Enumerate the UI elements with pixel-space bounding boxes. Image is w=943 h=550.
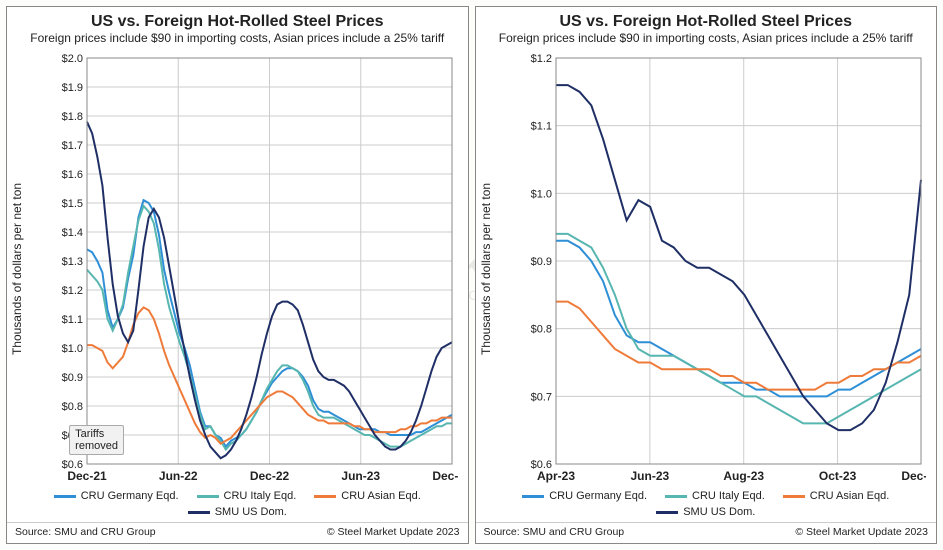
legend-label: CRU Italy Eqd. <box>224 490 297 502</box>
legend-swatch <box>522 495 544 498</box>
left-plot: Thousands of dollars per net ton $0.6$0.… <box>53 52 458 486</box>
legend-item: CRU Germany Eqd. <box>522 490 647 502</box>
legend-swatch <box>665 495 687 498</box>
svg-text:$1.1: $1.1 <box>62 314 83 326</box>
svg-text:$1.2: $1.2 <box>62 285 83 297</box>
svg-text:$0.8: $0.8 <box>530 324 551 336</box>
legend-label: CRU Germany Eqd. <box>549 490 647 502</box>
svg-text:$1.0: $1.0 <box>530 188 551 200</box>
chart-title: US vs. Foreign Hot-Rolled Steel Prices <box>7 13 468 31</box>
source-text: Source: SMU and CRU Group <box>484 526 625 538</box>
source-text: Source: SMU and CRU Group <box>15 526 156 538</box>
svg-text:Dec-23: Dec-23 <box>432 469 457 483</box>
legend-swatch <box>314 495 336 498</box>
svg-text:$1.2: $1.2 <box>530 53 551 65</box>
legend-label: SMU US Dom. <box>683 506 755 518</box>
legend-item: CRU Germany Eqd. <box>54 490 179 502</box>
legend-label: SMU US Dom. <box>215 506 287 518</box>
legend-swatch <box>783 495 805 498</box>
svg-text:Jun-22: Jun-22 <box>159 469 198 483</box>
legend-item: SMU US Dom. <box>656 506 755 518</box>
legend-item: CRU Asian Eqd. <box>314 490 420 502</box>
svg-text:$0.9: $0.9 <box>62 372 83 384</box>
svg-text:$0.9: $0.9 <box>530 256 551 268</box>
svg-text:Dec-23: Dec-23 <box>901 469 926 483</box>
legend-label: CRU Asian Eqd. <box>810 490 889 502</box>
legend-swatch <box>54 495 76 498</box>
svg-text:$0.8: $0.8 <box>62 401 83 413</box>
legend-label: CRU Asian Eqd. <box>341 490 420 502</box>
right-svg: $0.6$0.7$0.8$0.9$1.0$1.1$1.2Apr-23Jun-23… <box>522 52 927 486</box>
chart-pair: STEEL MARKET UPDATE part of the CRU Grou… <box>0 0 943 550</box>
svg-text:Jun-23: Jun-23 <box>630 469 669 483</box>
svg-text:Apr-23: Apr-23 <box>536 469 574 483</box>
left-panel: US vs. Foreign Hot-Rolled Steel Prices F… <box>6 6 469 544</box>
svg-text:$1.4: $1.4 <box>62 227 83 239</box>
legend: CRU Germany Eqd. CRU Italy Eqd. CRU Asian … <box>7 486 468 522</box>
svg-text:Aug-23: Aug-23 <box>723 469 764 483</box>
svg-text:$0.7: $0.7 <box>530 391 551 403</box>
svg-text:$1.6: $1.6 <box>62 169 83 181</box>
legend-item: CRU Italy Eqd. <box>197 490 297 502</box>
legend-swatch <box>188 511 210 514</box>
right-panel: US vs. Foreign Hot-Rolled Steel Prices F… <box>475 6 938 544</box>
svg-text:$1.9: $1.9 <box>62 82 83 94</box>
legend: CRU Germany Eqd. CRU Italy Eqd. CRU Asian … <box>476 486 937 522</box>
svg-text:$1.8: $1.8 <box>62 111 83 123</box>
svg-text:Jun-23: Jun-23 <box>341 469 380 483</box>
legend-label: CRU Germany Eqd. <box>81 490 179 502</box>
y-axis-label: Thousands of dollars per net ton <box>479 183 493 355</box>
chart-subtitle: Foreign prices include $90 in importing … <box>7 31 468 46</box>
svg-text:$1.1: $1.1 <box>530 121 551 133</box>
legend-label: CRU Italy Eqd. <box>692 490 765 502</box>
footer: Source: SMU and CRU Group © Steel Market… <box>7 522 468 543</box>
legend-swatch <box>197 495 219 498</box>
chart-subtitle: Foreign prices include $90 in importing … <box>476 31 937 46</box>
left-svg: $0.6$0.7$0.8$0.9$1.0$1.1$1.2$1.3$1.4$1.5… <box>53 52 458 486</box>
svg-text:$1.0: $1.0 <box>62 343 83 355</box>
svg-text:$1.3: $1.3 <box>62 256 83 268</box>
legend-item: CRU Asian Eqd. <box>783 490 889 502</box>
svg-text:$1.7: $1.7 <box>62 140 83 152</box>
svg-text:Oct-23: Oct-23 <box>818 469 856 483</box>
y-axis-label: Thousands of dollars per net ton <box>10 183 24 355</box>
copyright-text: © Steel Market Update 2023 <box>795 526 928 538</box>
legend-item: CRU Italy Eqd. <box>665 490 765 502</box>
svg-text:Dec-22: Dec-22 <box>250 469 290 483</box>
chart-title: US vs. Foreign Hot-Rolled Steel Prices <box>476 13 937 31</box>
legend-item: SMU US Dom. <box>188 506 287 518</box>
right-plot: Thousands of dollars per net ton $0.6$0.… <box>522 52 927 486</box>
copyright-text: © Steel Market Update 2023 <box>327 526 460 538</box>
footer: Source: SMU and CRU Group © Steel Market… <box>476 522 937 543</box>
svg-text:Dec-21: Dec-21 <box>67 469 107 483</box>
legend-swatch <box>656 511 678 514</box>
tariffs-removed-annotation: Tariffs removed <box>69 425 124 455</box>
svg-text:$2.0: $2.0 <box>62 53 83 65</box>
svg-text:$1.5: $1.5 <box>62 198 83 210</box>
